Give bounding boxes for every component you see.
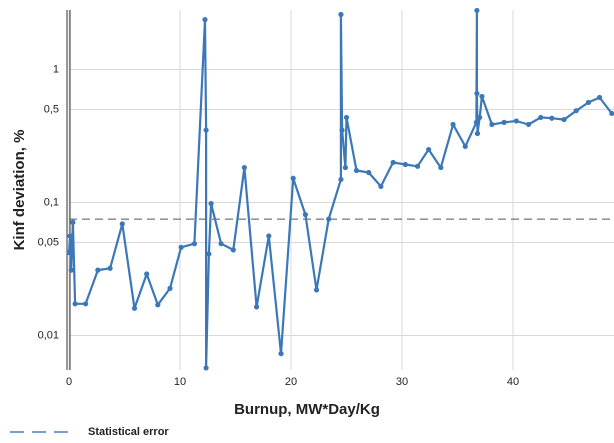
data-point xyxy=(474,7,480,14)
data-point xyxy=(107,265,113,271)
data-point xyxy=(131,305,138,311)
x-axis-label: Burnup, MW*Day/Kg xyxy=(234,401,380,418)
data-point xyxy=(402,161,408,168)
data-point xyxy=(573,108,579,114)
y-tick-label: 0,05 xyxy=(38,236,59,248)
data-point xyxy=(538,114,544,121)
data-line xyxy=(67,9,613,369)
data-point xyxy=(438,164,444,171)
data-point xyxy=(462,143,468,149)
data-point xyxy=(549,115,555,121)
x-tick-label: 10 xyxy=(174,376,186,388)
x-tick-label: 0 xyxy=(66,376,72,388)
data-point xyxy=(167,285,173,291)
data-point xyxy=(343,114,350,121)
y-tick-label: 0,5 xyxy=(44,103,59,115)
data-point xyxy=(513,118,519,124)
data-point xyxy=(203,127,209,133)
data-point xyxy=(208,201,214,207)
data-point xyxy=(203,365,209,371)
data-point xyxy=(473,119,479,125)
x-tick-label: 40 xyxy=(507,376,519,388)
data-point xyxy=(561,116,567,123)
data-point xyxy=(353,167,360,174)
y-axis-label: Kinf deviation, % xyxy=(11,130,28,251)
data-point xyxy=(450,121,456,128)
data-point xyxy=(479,93,485,100)
data-point xyxy=(609,110,614,117)
data-point xyxy=(414,163,421,169)
data-point xyxy=(339,127,345,133)
data-point xyxy=(241,164,247,171)
data-point xyxy=(585,99,592,106)
data-point xyxy=(278,351,284,357)
data-point xyxy=(70,219,76,225)
data-point xyxy=(326,216,332,222)
data-point xyxy=(290,175,296,181)
data-point xyxy=(218,241,224,247)
data-point xyxy=(119,221,125,227)
data-point xyxy=(155,302,161,308)
data-point xyxy=(390,159,396,166)
data-point xyxy=(338,176,344,183)
y-tick-label: 0,1 xyxy=(44,196,59,208)
data-point xyxy=(266,233,272,239)
y-tick-label: 1 xyxy=(53,63,59,75)
data-point xyxy=(230,247,236,253)
x-tick-label: 20 xyxy=(285,376,297,388)
data-point xyxy=(525,121,532,128)
data-point xyxy=(95,267,101,273)
data-point xyxy=(67,233,73,239)
data-point xyxy=(474,130,481,137)
legend-label: Statistical error xyxy=(88,426,169,438)
data-point xyxy=(178,244,184,250)
data-point xyxy=(426,146,432,153)
data-point xyxy=(474,90,480,97)
data-point xyxy=(83,301,89,307)
data-point xyxy=(338,11,344,18)
data-point xyxy=(501,119,507,125)
x-tick-label: 30 xyxy=(396,376,408,388)
data-point xyxy=(489,121,495,128)
data-point xyxy=(253,304,260,310)
data-point xyxy=(342,164,348,171)
data-point xyxy=(68,267,74,273)
data-point xyxy=(477,114,483,121)
y-tick-label: 0,01 xyxy=(38,329,59,341)
data-point xyxy=(313,287,320,293)
data-point xyxy=(72,301,78,307)
data-point xyxy=(206,251,212,257)
data-point xyxy=(191,241,198,247)
data-point xyxy=(66,249,72,256)
data-point xyxy=(366,169,372,176)
data-point xyxy=(378,183,384,190)
data-point xyxy=(596,94,603,101)
data-point xyxy=(144,271,150,277)
data-point xyxy=(202,17,208,23)
data-point xyxy=(302,212,309,218)
